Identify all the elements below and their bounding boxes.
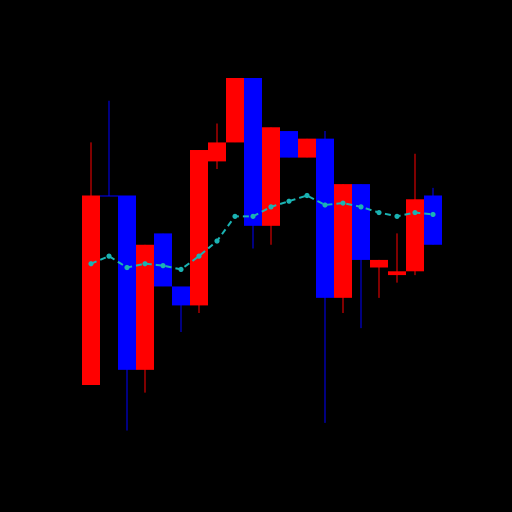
candle-body-down (190, 150, 208, 306)
candle-body-up (244, 78, 262, 226)
moving-average-point (286, 198, 292, 204)
candle-body-down (262, 127, 280, 226)
candle-body-up (280, 131, 298, 158)
candle-body-down (82, 195, 100, 385)
moving-average-group (88, 192, 436, 273)
candle-body-up (172, 286, 190, 306)
moving-average-point (214, 238, 220, 244)
candle-body-down (136, 244, 154, 370)
moving-average-point (250, 213, 256, 219)
candle-body-up (154, 233, 172, 287)
moving-average-line (90, 194, 434, 271)
candle-body-up (424, 195, 442, 245)
moving-average-point (340, 200, 346, 206)
moving-average-point (430, 211, 436, 218)
moving-average-point (376, 209, 382, 216)
candle-body-down (298, 138, 316, 158)
moving-average-point (88, 261, 94, 267)
moving-average-point (160, 263, 166, 269)
moving-average-point (232, 213, 238, 219)
candle-body-down (208, 142, 226, 162)
moving-average-point (358, 204, 364, 210)
moving-average-point (142, 261, 148, 267)
candle-body-up (100, 195, 118, 197)
moving-average-point (322, 202, 328, 208)
candle-body-down (334, 184, 352, 298)
candle-body-down (370, 259, 388, 268)
moving-average-point (412, 209, 418, 216)
moving-average-point (106, 253, 112, 259)
candle-body-up (118, 195, 136, 370)
moving-average-point (178, 266, 184, 273)
candle-body-down (406, 199, 424, 272)
moving-average-point (196, 253, 202, 259)
candle-body-up (352, 184, 370, 260)
moving-average-point (268, 204, 274, 210)
candle-body-down (226, 78, 244, 143)
moving-average-point (394, 213, 400, 219)
candle-body-up (316, 138, 334, 298)
moving-average-point (304, 192, 310, 199)
bodies-group (82, 78, 442, 385)
candle-body-down (388, 271, 406, 276)
moving-average-point (124, 264, 130, 271)
